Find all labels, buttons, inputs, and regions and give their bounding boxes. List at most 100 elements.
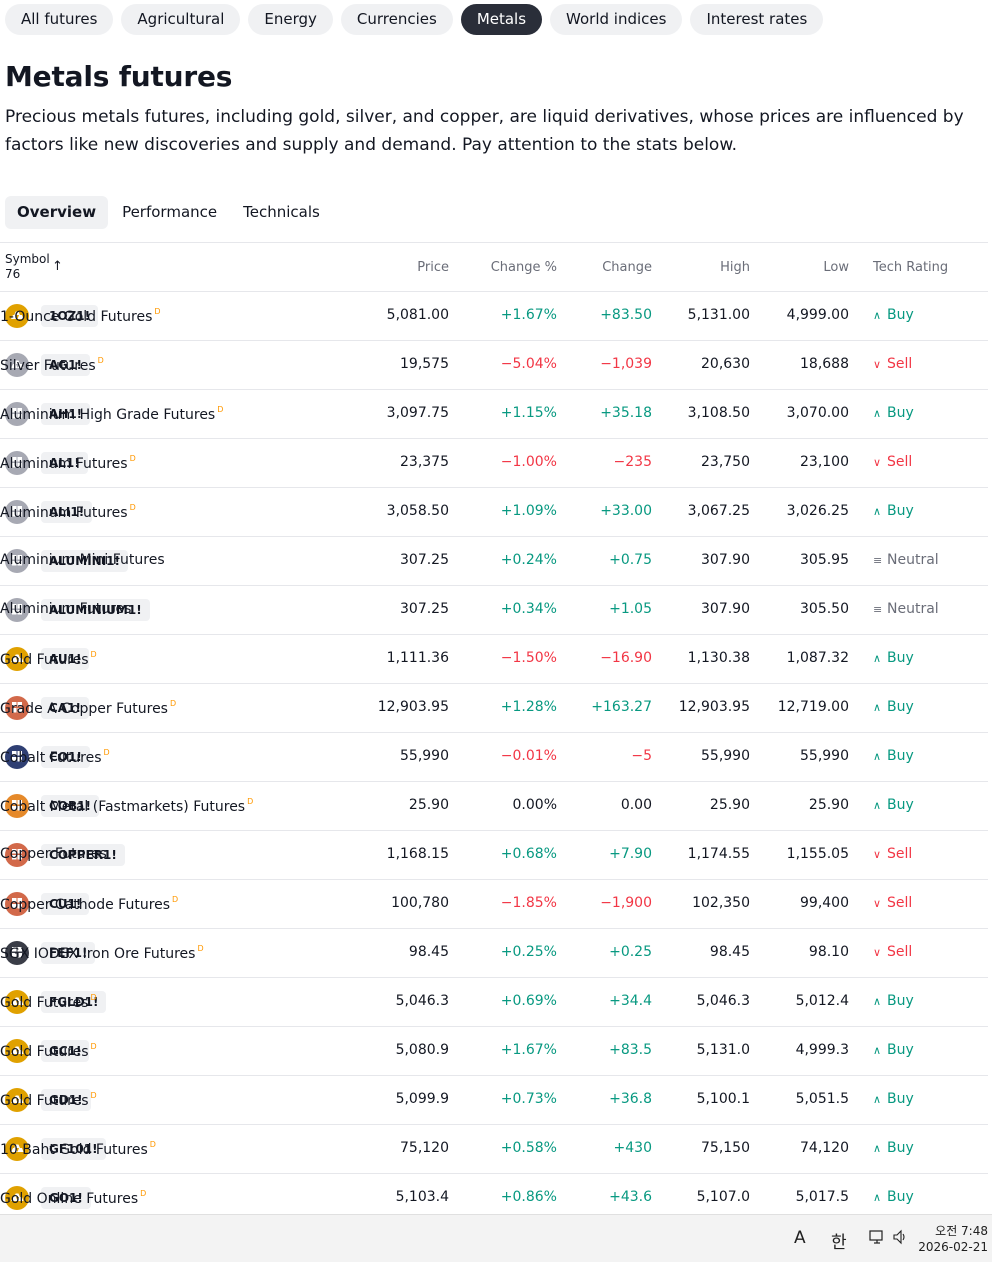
table-row[interactable]: ALUMINIUM1! Aluminium Futures 307.25 +0.34%… [0, 586, 988, 635]
symbol-badge[interactable]: GD1! [41, 1089, 91, 1111]
symbol-badge[interactable]: ALUMINIUM1! [41, 599, 150, 621]
high-cell: 75,150 [701, 1140, 750, 1156]
symbol-badge[interactable]: FEF1! [41, 942, 96, 964]
arrow-up-icon[interactable]: ↑ [52, 259, 63, 274]
category-pill-all-futures[interactable]: All futures [5, 4, 114, 35]
instrument-name[interactable]: Cobalt Futures D [0, 748, 110, 766]
table-row[interactable]: GC1! Gold Futures D 5,080.9 +1.67% +83.5 5,131… [0, 1027, 988, 1076]
instrument-name[interactable]: Gold Futures D [0, 650, 97, 668]
table-row[interactable]: COPPER1! Copper Futures 1,168.15 +0.68% +7.9… [0, 831, 988, 880]
instrument-name[interactable]: 10 Baht Gold Futures D [0, 1140, 156, 1158]
instrument-name[interactable]: Gold Futures D [0, 1091, 97, 1109]
instrument-name[interactable]: Grade A Copper Futures D [0, 699, 176, 717]
instrument-name[interactable]: SGX IODEX Iron Ore Futures D [0, 944, 204, 962]
table-row[interactable]: AG1! Silver Futures D 19,575 −5.04% −1,039 20,… [0, 341, 988, 390]
symbol-badge[interactable]: AL1! [41, 452, 88, 474]
table-row[interactable]: ALI1! Aluminum Futures D 3,058.50 +1.09% +33.… [0, 488, 988, 537]
table-row[interactable]: CU1! Copper Cathode Futures D 100,780 −1.85%… [0, 880, 988, 929]
low-cell: 1,087.32 [786, 650, 849, 666]
tab-overview[interactable]: Overview [5, 196, 109, 229]
tech-rating-column-header[interactable]: Tech Rating [873, 260, 949, 275]
symbol-badge[interactable]: CO1! [41, 746, 90, 768]
symbol-badge[interactable]: GF101! [41, 1138, 106, 1160]
table-row[interactable]: ALUMINI1! Aluminium Mini Futures 307.25 +0.… [0, 537, 988, 586]
tech-rating-label: Buy [887, 797, 914, 813]
instrument-name[interactable]: Copper Cathode Futures D [0, 895, 178, 913]
symbol-column-header[interactable]: Symbol 76 [5, 252, 50, 282]
instrument-name[interactable]: 1-Ounce Gold Futures D [0, 307, 161, 325]
high-column-header[interactable]: High [720, 260, 750, 275]
clock[interactable]: 오전 7:48 2026-02-21 [918, 1223, 988, 1255]
instrument-name[interactable]: Aluminium Futures [0, 601, 131, 617]
delayed-data-marker: D [103, 748, 110, 757]
tab-technicals[interactable]: Technicals [243, 203, 320, 221]
change-cell: +83.50 [600, 307, 652, 323]
change-cell: +7.90 [609, 846, 652, 862]
symbol-badge[interactable]: AH1! [41, 403, 91, 425]
high-cell: 25.90 [709, 797, 750, 813]
symbol-badge[interactable]: ALUMINI1! [41, 550, 128, 572]
table-row[interactable]: 1OZ1! 1-Ounce Gold Futures D 5,081.00 +1.67%… [0, 292, 988, 341]
category-pill-interest-rates[interactable]: Interest rates [690, 4, 824, 35]
instrument-name-text: Gold Futures [0, 652, 89, 668]
symbol-badge[interactable]: GO1! [41, 1187, 91, 1209]
table-row[interactable]: CA1! Grade A Copper Futures D 12,903.95 +1.2… [0, 684, 988, 733]
instrument-name[interactable]: Silver Futures D [0, 356, 104, 374]
symbol-badge[interactable]: COB1! [41, 795, 99, 817]
ime-mode-indicator[interactable]: A [794, 1228, 806, 1248]
table-row[interactable]: CO1! Cobalt Futures D 55,990 −0.01% −5 55,990 5… [0, 733, 988, 782]
instrument-name[interactable]: Gold Online Futures D [0, 1189, 146, 1207]
instrument-name[interactable]: Aluminum Futures D [0, 454, 136, 472]
symbol-badge[interactable]: AU1! [41, 648, 90, 670]
table-row[interactable]: FEF1! SGX IODEX Iron Ore Futures D 98.45 +0.… [0, 929, 988, 978]
symbol-badge[interactable]: AG1! [41, 354, 90, 376]
symbol-badge[interactable]: FGLD1! [41, 991, 107, 1013]
change-cell: +83.5 [609, 1042, 652, 1058]
chevron-down-icon: ∨ [873, 897, 882, 910]
instrument-name[interactable]: Aluminium Mini Futures [0, 552, 165, 568]
category-pill-agricultural[interactable]: Agricultural [121, 4, 241, 35]
instrument-name[interactable]: Aluminium High Grade Futures D [0, 405, 223, 423]
change-cell: +35.18 [600, 405, 652, 421]
change-pct-cell: +0.58% [500, 1140, 557, 1156]
category-pill-currencies[interactable]: Currencies [340, 4, 453, 35]
table-row[interactable]: AH1! Aluminium High Grade Futures D 3,097.7… [0, 390, 988, 439]
table-row[interactable]: AL1! Aluminum Futures D 23,375 −1.00% −235 23,… [0, 439, 988, 488]
low-column-header[interactable]: Low [823, 260, 849, 275]
symbol-badge[interactable]: GC1! [41, 1040, 90, 1062]
instrument-name[interactable]: Gold Futures D [0, 993, 97, 1011]
delayed-data-marker: D [129, 503, 136, 512]
change-column-header[interactable]: Change [602, 260, 652, 275]
table-row[interactable]: FGLD1! Gold Futures D 5,046.3 +0.69% +34.4 5,0… [0, 978, 988, 1027]
change-cell: −1,039 [600, 356, 652, 372]
tab-performance[interactable]: Performance [122, 203, 218, 221]
symbol-badge[interactable]: COPPER1! [41, 844, 125, 866]
table-row[interactable]: GD1! Gold Futures D 5,099.9 +0.73% +36.8 5,100… [0, 1076, 988, 1125]
network-icon[interactable] [869, 1229, 885, 1249]
tech-rating-label: Neutral [887, 552, 939, 568]
tech-rating-label: Sell [887, 356, 913, 372]
category-pill-metals[interactable]: Metals [460, 4, 543, 35]
price-column-header[interactable]: Price [417, 260, 449, 275]
category-pill-world-indices[interactable]: World indices [550, 4, 683, 35]
instrument-name[interactable]: Aluminum Futures D [0, 503, 136, 521]
high-cell: 98.45 [709, 944, 750, 960]
symbol-badge[interactable]: CU1! [41, 893, 90, 915]
category-pill-energy[interactable]: Energy [248, 4, 333, 35]
table-row[interactable]: GF101! 10 Baht Gold Futures D 75,120 +0.58% +… [0, 1125, 988, 1174]
symbol-badge[interactable]: CA1! [41, 697, 89, 719]
table-row[interactable]: COB1! Cobalt Metal (Fastmarkets) Futures D… [0, 782, 988, 831]
change-pct-cell: +1.67% [500, 1042, 557, 1058]
symbol-badge[interactable]: 1OZ1! [41, 305, 99, 327]
ime-language-indicator[interactable]: 한 [831, 1233, 847, 1253]
high-cell: 3,067.25 [687, 503, 750, 519]
change-pct-column-header[interactable]: Change % [490, 260, 557, 275]
volume-icon[interactable] [893, 1229, 907, 1249]
instrument-name[interactable]: Cobalt Metal (Fastmarkets) Futures D [0, 797, 253, 815]
aluminium-blocks-icon [5, 451, 29, 475]
symbol-badge[interactable]: ALI1! [41, 501, 93, 523]
table-row[interactable]: AU1! Gold Futures D 1,111.36 −1.50% −16.90 1,1… [0, 635, 988, 684]
instrument-name[interactable]: Copper Futures [0, 846, 107, 862]
instrument-name[interactable]: Gold Futures D [0, 1042, 97, 1060]
change-cell: +34.4 [609, 993, 652, 1009]
